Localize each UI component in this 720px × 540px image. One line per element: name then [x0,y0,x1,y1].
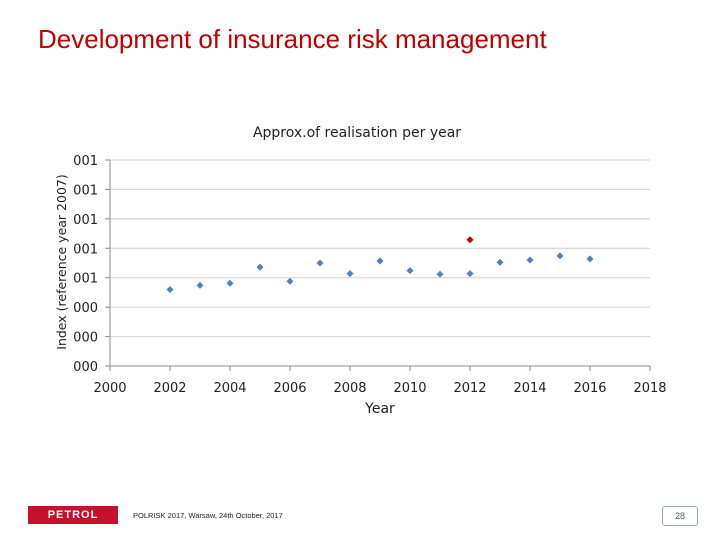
x-tick-label: 2010 [393,381,426,396]
x-tick-label: 2016 [573,381,606,396]
x-tick-label: 2018 [633,381,666,396]
data-point [496,258,504,266]
data-point [256,263,264,271]
y-axis-label: Index (reference year 2007) [54,174,69,349]
y-tick-label: 001 [73,154,98,169]
data-point [316,259,324,267]
x-tick-label: 2002 [153,381,186,396]
y-tick-label: 000 [73,360,98,375]
data-point [406,267,414,275]
data-point [466,270,474,278]
page-number: 28 [662,506,698,526]
x-tick-label: 2014 [513,381,546,396]
y-tick-label: 001 [73,272,98,287]
x-tick-label: 2008 [333,381,366,396]
y-tick-label: 001 [73,242,98,257]
data-point [286,277,294,285]
y-tick-label: 000 [73,301,98,316]
data-point [376,257,384,265]
y-tick-label: 001 [73,213,98,228]
data-point [436,270,444,278]
y-tick-label: 000 [73,331,98,346]
y-tick-label: 001 [73,183,98,198]
data-point [556,252,564,260]
chart-title: Approx.of realisation per year [253,125,461,141]
x-tick-label: 2000 [93,381,126,396]
x-tick-label: 2006 [273,381,306,396]
slide-title: Development of insurance risk management [38,24,547,54]
x-tick-label: 2012 [453,381,486,396]
data-point [526,256,534,264]
x-tick-label: 2004 [213,381,246,396]
data-point [466,236,474,244]
logo: PETROL [28,506,118,524]
data-point [166,285,174,293]
footer-text: POLRISK 2017, Warsaw, 24th October, 2017 [133,511,283,520]
data-point [226,279,234,287]
data-point [586,255,594,263]
x-axis-label: Year [364,401,395,417]
data-point [346,270,354,278]
data-point [196,281,204,289]
